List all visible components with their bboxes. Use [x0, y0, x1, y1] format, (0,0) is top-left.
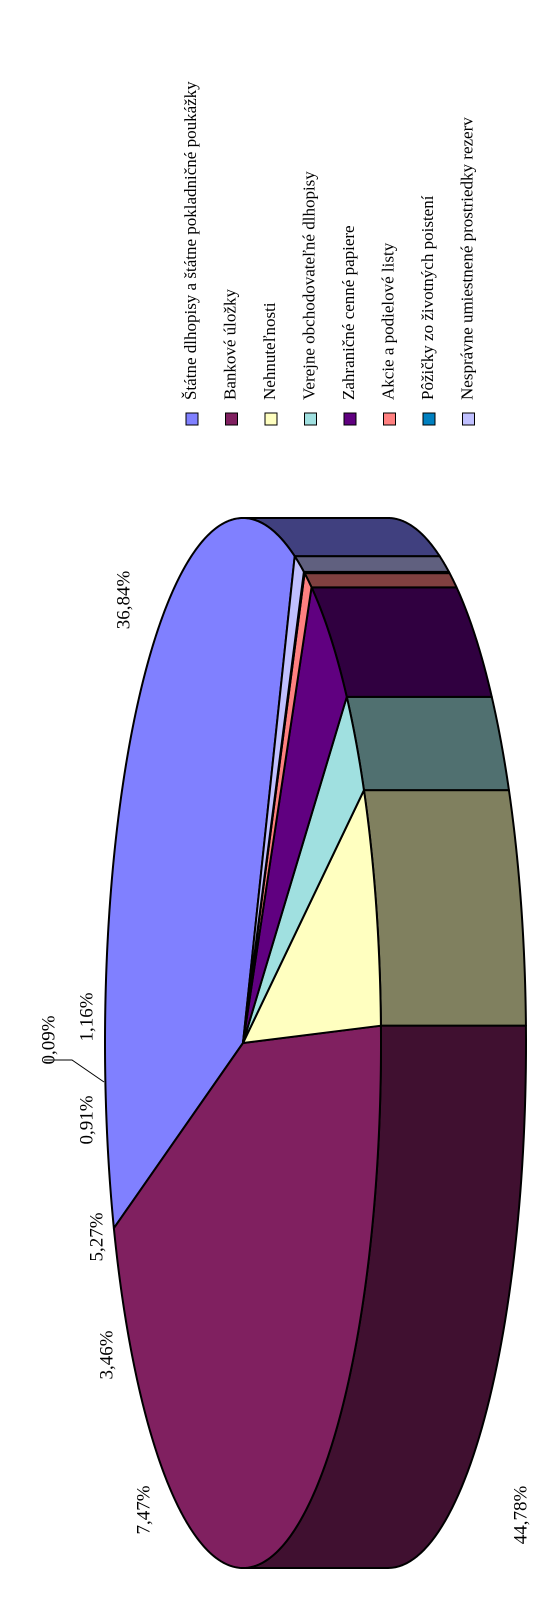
slice-2-legend-swatch [225, 412, 238, 426]
slice-1-top [104, 517, 296, 1230]
slice-2-top [112, 1024, 382, 1569]
slice-8-top [242, 555, 305, 1044]
slice-3-legend-label: Nehnuteľnosti [260, 302, 279, 400]
slice-8-legend-swatch [462, 412, 475, 426]
slice-8-label: 1,16% [76, 992, 97, 1041]
slice-5-legend-swatch [343, 412, 357, 426]
slice-6-side [303, 572, 458, 589]
slice-1-label: 36,84% [113, 571, 134, 630]
slice-2-legend-label: Bankové úložky [220, 289, 239, 400]
slice-8-side [293, 555, 450, 573]
slice-5-label: 5,27% [86, 1212, 107, 1261]
slice-3-side [362, 789, 527, 1027]
slice-8-legend-label: Nesprávne umiestnené prostriedky rezerv [457, 117, 476, 400]
data-labels: 36,84% 44,78% 7,47% 3,46% 5,27% 0,91% 0,09% 1,1… [38, 571, 531, 1545]
slice-7-legend-swatch [422, 412, 436, 426]
slice-4-top [242, 695, 365, 1044]
slice-7-label: 0,09% [38, 1015, 59, 1064]
slice-1-legend-swatch [185, 412, 199, 426]
slice-3-label: 7,47% [133, 1485, 154, 1534]
slice-3-top [242, 789, 382, 1044]
slice-5-legend-label: Zahraničné cenné papiere [339, 225, 358, 400]
pie-layer [104, 517, 527, 1569]
slice-4-legend-label: Verejne obchodovateľné dlhopisy [299, 171, 318, 400]
slice-6-label: 0,91% [76, 1095, 97, 1144]
slice-3-legend-swatch [264, 412, 278, 426]
leader-line [44, 1059, 105, 1083]
slice-4-label: 3,46% [96, 1330, 117, 1379]
slice-1-legend-label: Štátne dlhopisy a štátne pokladničné pou… [181, 81, 200, 400]
slice-6-legend-swatch [383, 412, 396, 426]
legend: Štátne dlhopisy a štátne pokladničné pou… [181, 81, 476, 426]
slice-4-legend-swatch [304, 412, 317, 426]
slice-5-top [242, 586, 348, 1044]
slice-4-side [345, 695, 510, 792]
slice-7-legend-label: Pôžičky zo životných poistení [418, 195, 437, 400]
slice-6-legend-label: Akcie a podielové listy [378, 242, 397, 400]
slice-2-label: 44,78% [510, 1486, 531, 1545]
